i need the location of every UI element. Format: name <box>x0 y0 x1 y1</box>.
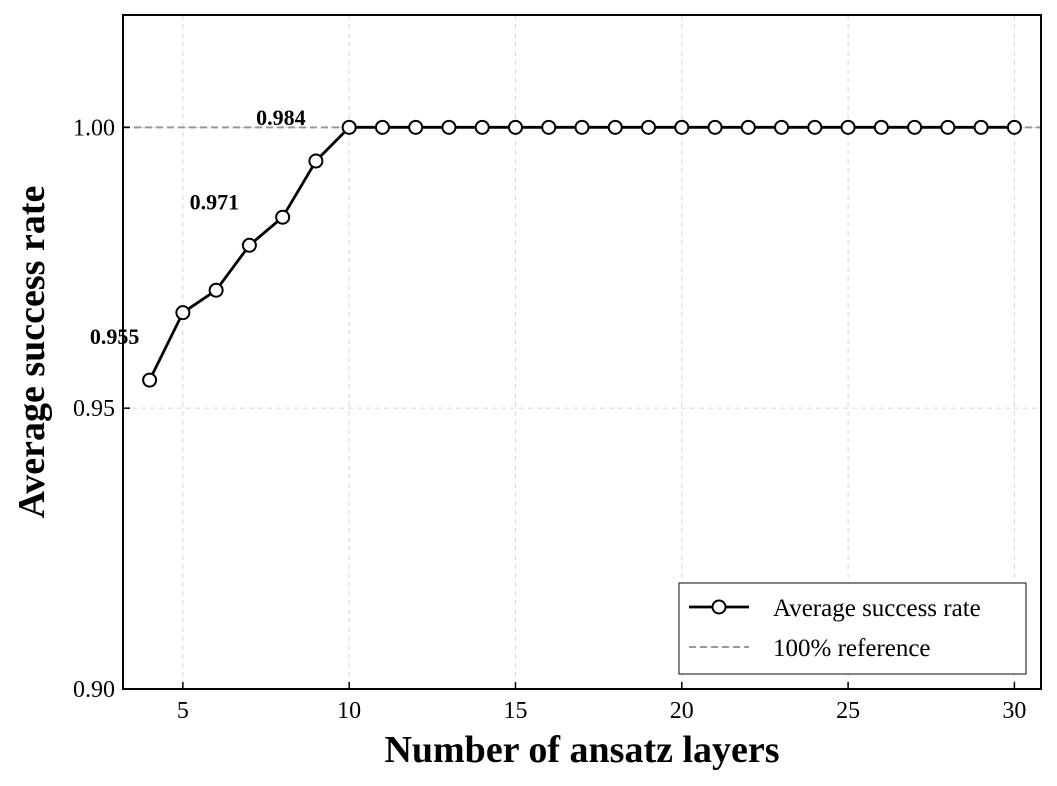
data-point <box>507 119 523 135</box>
data-point <box>774 119 790 135</box>
x-tick-label: 15 <box>503 698 527 724</box>
legend-box <box>678 582 1027 675</box>
data-point <box>607 119 623 135</box>
data-point <box>241 237 257 253</box>
data-point <box>840 119 856 135</box>
data-label: 0.955 <box>90 324 140 349</box>
y-axis-title: Average success rate <box>11 186 53 519</box>
plot-frame <box>122 14 1042 690</box>
ticks-group: 5 10 15 20 25 30 0.90 0.95 1.00 <box>73 115 1026 724</box>
x-tick-label: 10 <box>337 698 361 724</box>
data-point <box>208 282 224 298</box>
x-axis-title: Number of ansatz layers <box>384 729 779 771</box>
x-tick-label: 5 <box>177 698 189 724</box>
y-tick-label: 0.90 <box>73 677 115 703</box>
x-tick-label: 20 <box>670 698 694 724</box>
data-point <box>541 119 557 135</box>
data-point <box>641 119 657 135</box>
data-point <box>441 119 457 135</box>
legend: Average success rate 100% reference <box>678 582 1027 675</box>
data-point <box>474 119 490 135</box>
x-tick-label: 30 <box>1002 698 1026 724</box>
annotation-group: 0.955 0.971 0.984 <box>90 105 306 349</box>
y-tick-label: 0.95 <box>73 396 115 422</box>
series-group <box>142 119 1022 388</box>
data-label: 0.971 <box>190 189 240 214</box>
data-point <box>873 119 889 135</box>
data-point <box>341 119 357 135</box>
legend-series-marker <box>711 599 727 615</box>
y-tick-label: 1.00 <box>73 115 115 141</box>
data-point <box>940 119 956 135</box>
data-point <box>308 153 324 169</box>
data-point <box>408 119 424 135</box>
data-label: 0.984 <box>256 105 306 130</box>
legend-series-label: Average success rate <box>773 595 981 622</box>
x-tick-label: 25 <box>836 698 860 724</box>
data-point <box>574 119 590 135</box>
data-point <box>707 119 723 135</box>
data-point <box>374 119 390 135</box>
data-point <box>275 209 291 225</box>
legend-reference-label: 100% reference <box>773 635 931 662</box>
series-line <box>148 125 1015 381</box>
data-point <box>807 119 823 135</box>
data-point <box>142 372 158 388</box>
data-point <box>1006 119 1022 135</box>
data-point <box>907 119 923 135</box>
data-point <box>674 119 690 135</box>
data-point <box>973 119 989 135</box>
data-point <box>175 305 191 321</box>
data-point <box>740 119 756 135</box>
